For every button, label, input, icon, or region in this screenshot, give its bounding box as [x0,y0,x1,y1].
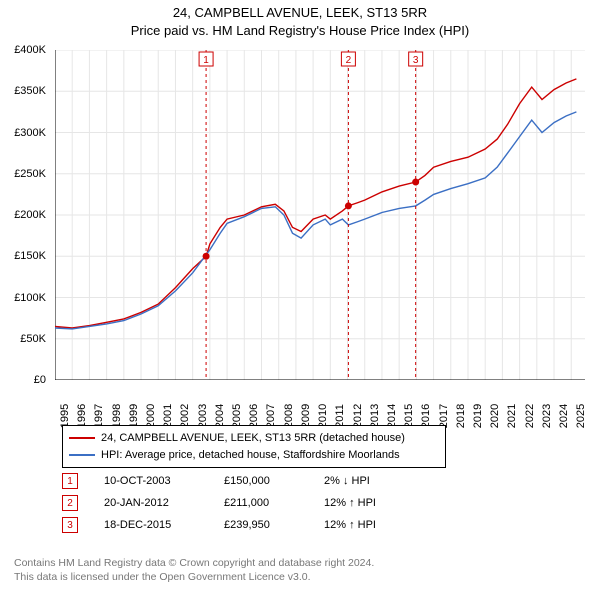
footer-line-2: This data is licensed under the Open Gov… [14,570,374,584]
sale-date: 18-DEC-2015 [104,519,224,531]
svg-text:3: 3 [413,55,419,66]
y-tick-label: £150K [14,250,46,262]
legend-swatch [69,454,95,456]
footer-line-1: Contains HM Land Registry data © Crown c… [14,556,374,570]
sale-row: 1 10-OCT-2003£150,0002% ↓ HPI [62,470,424,492]
y-tick-label: £250K [14,168,46,180]
sale-price: £150,000 [224,475,324,487]
legend-swatch [69,437,95,439]
chart-svg: 1 2 3 [55,50,585,380]
x-axis: 1995199619971998199920002001200220032004… [55,382,585,422]
x-tick-label: 2019 [472,404,484,428]
footer-attribution: Contains HM Land Registry data © Crown c… [14,556,374,584]
sale-marker-box: 1 [62,473,78,489]
y-tick-label: £0 [34,374,46,386]
sale-delta: 12% ↑ HPI [324,519,424,531]
y-tick-label: £300K [14,127,46,139]
legend-label: 24, CAMPBELL AVENUE, LEEK, ST13 5RR (det… [101,430,405,447]
legend-item: 24, CAMPBELL AVENUE, LEEK, ST13 5RR (det… [69,430,439,447]
x-tick-label: 2024 [558,404,570,428]
x-tick-label: 2023 [541,404,553,428]
plot-area: 1 2 3 [55,50,585,380]
sale-price: £239,950 [224,519,324,531]
y-tick-label: £350K [14,85,46,97]
legend: 24, CAMPBELL AVENUE, LEEK, ST13 5RR (det… [62,425,446,468]
x-tick-label: 2022 [524,404,536,428]
title-line-1: 24, CAMPBELL AVENUE, LEEK, ST13 5RR [0,4,600,22]
sale-date: 20-JAN-2012 [104,497,224,509]
y-axis: £0£50K£100K£150K£200K£250K£300K£350K£400… [0,50,50,380]
y-tick-label: £400K [14,44,46,56]
sale-delta: 12% ↑ HPI [324,497,424,509]
title-line-2: Price paid vs. HM Land Registry's House … [0,22,600,40]
x-tick-label: 2025 [575,404,587,428]
sale-price: £211,000 [224,497,324,509]
x-tick-label: 2018 [455,404,467,428]
y-tick-label: £50K [20,333,46,345]
x-tick-label: 2020 [489,404,501,428]
y-tick-label: £100K [14,292,46,304]
sale-delta: 2% ↓ HPI [324,475,424,487]
svg-text:1: 1 [203,55,209,66]
chart-title: 24, CAMPBELL AVENUE, LEEK, ST13 5RR Pric… [0,0,600,39]
chart-container: 24, CAMPBELL AVENUE, LEEK, ST13 5RR Pric… [0,0,600,590]
sales-table: 1 10-OCT-2003£150,0002% ↓ HPI 2 20-JAN-2012… [62,470,424,536]
legend-label: HPI: Average price, detached house, Staf… [101,447,400,464]
sale-date: 10-OCT-2003 [104,475,224,487]
sale-marker-box: 2 [62,495,78,511]
sale-row: 2 20-JAN-2012£211,00012% ↑ HPI [62,492,424,514]
y-tick-label: £200K [14,209,46,221]
sale-marker-box: 3 [62,517,78,533]
legend-item: HPI: Average price, detached house, Staf… [69,447,439,464]
x-tick-label: 2021 [506,404,518,428]
svg-text:2: 2 [346,55,352,66]
sale-row: 3 18-DEC-2015£239,95012% ↑ HPI [62,514,424,536]
